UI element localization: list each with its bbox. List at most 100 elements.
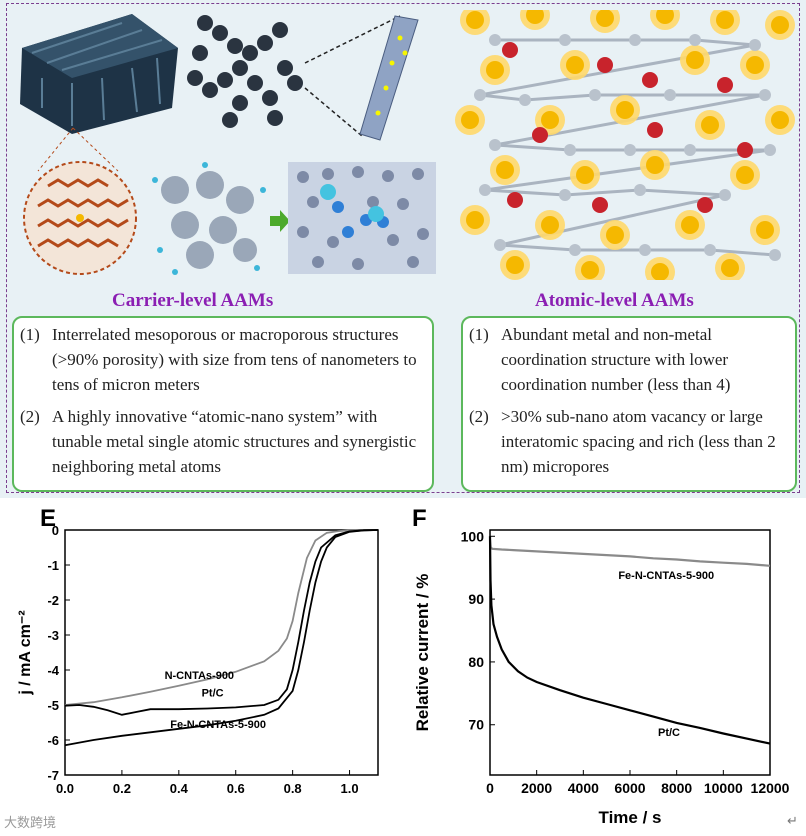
red-atom: [737, 142, 753, 158]
carbon-lattice-image: [18, 126, 146, 276]
y-tick-label: -3: [47, 628, 59, 643]
carrier-features-box: (1) Interrelated mesoporous or macroporo…: [12, 316, 434, 492]
series-annotation: Fe-N-CNTAs-5-900: [170, 719, 266, 731]
grey-atom: [559, 189, 571, 201]
item-text: Interrelated mesoporous or macroporous s…: [52, 325, 417, 394]
nanotube-image: [300, 8, 440, 143]
series-line: [488, 536, 771, 745]
grey-atom: [489, 34, 501, 46]
carrier-item-1: (1) Interrelated mesoporous or macroporo…: [20, 322, 426, 397]
atom-bond: [484, 148, 771, 192]
chart-f: 0 2000 4000 6000 8000 10000 12000 70 80 90 100 Rela…: [413, 528, 790, 827]
metal-atom: [581, 261, 599, 279]
grey-atom: [759, 89, 771, 101]
metal-atom: [606, 226, 624, 244]
metal-atom: [526, 10, 544, 24]
grey-atom: [489, 139, 501, 151]
series-line: [64, 529, 379, 747]
atom-bond: [694, 38, 756, 47]
y-tick-label: -5: [47, 698, 59, 713]
item-text: A highly innovative “atomic-nano system”…: [52, 407, 417, 476]
metal-atom: [466, 211, 484, 229]
metal-atom: [461, 111, 479, 129]
metal-atom: [721, 259, 739, 277]
carrier-item-2: (2) A highly innovative “atomic-nano sys…: [20, 404, 426, 479]
metal-atom: [541, 216, 559, 234]
item-number: (2): [20, 407, 40, 426]
watermark: 大数跨境: [4, 815, 57, 830]
x-tick-label: 6000: [614, 780, 645, 796]
x-tick-label: 4000: [568, 780, 599, 796]
metal-atom: [486, 61, 504, 79]
y-tick-label: -6: [47, 733, 59, 748]
series-annotation: N-CNTAs-900: [165, 670, 234, 682]
red-atom: [532, 127, 548, 143]
plot-frame: [64, 529, 379, 776]
metal-atom: [541, 111, 559, 129]
metal-atom: [771, 111, 789, 129]
grey-atom: [569, 244, 581, 256]
atom-bond: [479, 43, 756, 97]
metal-atom: [496, 161, 514, 179]
metal-atom: [656, 10, 674, 24]
metal-atom: [616, 101, 634, 119]
atom-bond: [479, 93, 526, 102]
grey-atom: [639, 244, 651, 256]
schematic-panel: Carrier-level AAMs Atomic-level AAMs (1)…: [0, 0, 806, 498]
series-line: [64, 529, 379, 716]
red-atom: [717, 77, 733, 93]
atom-bond: [494, 143, 571, 152]
grey-atom: [559, 34, 571, 46]
y-axis-label: j / mA cm⁻²: [17, 610, 34, 695]
panel-letter-e: E: [40, 505, 57, 532]
grey-atom: [684, 144, 696, 156]
dashed-border: [6, 3, 800, 493]
grey-atom: [564, 144, 576, 156]
y-tick-label: -4: [47, 663, 59, 678]
series-line: [64, 529, 378, 706]
metal-atom: [681, 216, 699, 234]
atomic-sheet-image: [288, 162, 436, 274]
metal-atom: [716, 11, 734, 29]
grey-atom: [719, 189, 731, 201]
metal-atom: [566, 56, 584, 74]
x-tick-label: 12000: [751, 780, 790, 796]
y-tick-label: 70: [468, 717, 484, 733]
x-tick-label: 8000: [661, 780, 692, 796]
chart-e: 0.0 0.2 0.4 0.6 0.8 1.0 0 -1 -2 -3 -4 -5 -6 -7 j / mA …: [17, 523, 379, 796]
metal-atom: [746, 56, 764, 74]
x-tick-label: 0.2: [113, 781, 131, 796]
item-number: (1): [20, 325, 40, 344]
x-tick-label: 0.8: [284, 781, 302, 796]
series-annotation: Pt/C: [202, 687, 224, 699]
grey-atom: [634, 184, 646, 196]
red-atom: [502, 42, 518, 58]
y-tick-label: -7: [47, 768, 59, 783]
atom-bond: [564, 188, 641, 197]
atom-bond: [639, 188, 726, 197]
metal-atom: [646, 156, 664, 174]
green-arrow-icon: [270, 210, 290, 232]
return-mark: ↵: [787, 814, 798, 829]
atomic-item-1: (1) Abundant metal and non-metal coordin…: [469, 322, 789, 397]
metal-atom: [756, 221, 774, 239]
x-tick-label: 2000: [521, 780, 552, 796]
grey-atom: [769, 249, 781, 261]
metal-atom: [506, 256, 524, 274]
metal-atom: [651, 263, 669, 280]
series-annotation: Pt/C: [658, 727, 680, 739]
metal-atom: [686, 51, 704, 69]
metal-atom: [576, 166, 594, 184]
grey-atom: [624, 144, 636, 156]
metal-atom: [701, 116, 719, 134]
grey-atom: [479, 184, 491, 196]
x-tick-label: 0.4: [170, 781, 189, 796]
grey-atom: [704, 244, 716, 256]
atomic-structure-image: [455, 10, 795, 280]
atom-bond: [499, 193, 726, 247]
atom-bond: [484, 188, 566, 197]
metal-atom: [771, 16, 789, 34]
grey-atom: [519, 94, 531, 106]
plot-frame: [489, 529, 771, 776]
nanoparticle-cluster-image: [145, 160, 270, 278]
